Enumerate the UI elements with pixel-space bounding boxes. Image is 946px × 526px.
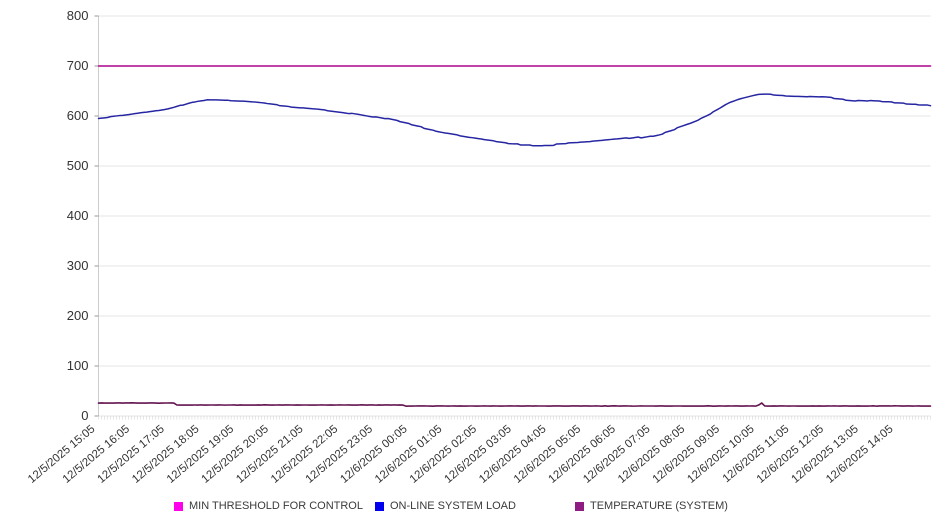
svg-text:800: 800 bbox=[67, 8, 89, 23]
svg-text:700: 700 bbox=[67, 58, 89, 73]
svg-text:100: 100 bbox=[67, 358, 89, 373]
svg-text:200: 200 bbox=[67, 308, 89, 323]
svg-text:500: 500 bbox=[67, 158, 89, 173]
svg-text:300: 300 bbox=[67, 258, 89, 273]
svg-text:600: 600 bbox=[67, 108, 89, 123]
svg-text:0: 0 bbox=[81, 408, 88, 423]
svg-text:400: 400 bbox=[67, 208, 89, 223]
